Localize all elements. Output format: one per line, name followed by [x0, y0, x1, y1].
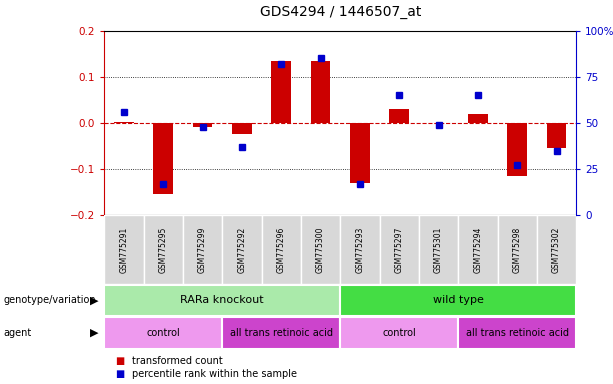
- Text: GSM775294: GSM775294: [473, 227, 482, 273]
- Bar: [547, 123, 566, 148]
- FancyBboxPatch shape: [104, 285, 340, 316]
- Bar: [508, 123, 527, 176]
- Text: percentile rank within the sample: percentile rank within the sample: [132, 369, 297, 379]
- Text: ▶: ▶: [89, 328, 98, 338]
- Text: GSM775295: GSM775295: [159, 227, 168, 273]
- Text: ■: ■: [116, 369, 129, 379]
- Text: all trans retinoic acid: all trans retinoic acid: [230, 328, 333, 338]
- Text: control: control: [147, 328, 180, 338]
- Text: GSM775298: GSM775298: [512, 227, 522, 273]
- Bar: [389, 109, 409, 123]
- FancyBboxPatch shape: [301, 215, 340, 284]
- Text: agent: agent: [3, 328, 31, 338]
- FancyBboxPatch shape: [419, 215, 458, 284]
- Text: all trans retinoic acid: all trans retinoic acid: [466, 328, 569, 338]
- Text: transformed count: transformed count: [132, 356, 223, 366]
- Text: GSM775293: GSM775293: [356, 227, 364, 273]
- FancyBboxPatch shape: [379, 215, 419, 284]
- Text: GSM775299: GSM775299: [198, 227, 207, 273]
- FancyBboxPatch shape: [222, 318, 340, 349]
- Text: GSM775302: GSM775302: [552, 227, 561, 273]
- Bar: [153, 123, 173, 194]
- Text: GSM775292: GSM775292: [237, 227, 246, 273]
- Text: wild type: wild type: [433, 295, 484, 306]
- Bar: [232, 123, 252, 134]
- Text: GDS4294 / 1446507_at: GDS4294 / 1446507_at: [259, 5, 421, 19]
- Text: ▶: ▶: [89, 295, 98, 306]
- Text: GSM775291: GSM775291: [120, 227, 128, 273]
- Text: GSM775297: GSM775297: [395, 227, 404, 273]
- FancyBboxPatch shape: [537, 215, 576, 284]
- FancyBboxPatch shape: [143, 215, 183, 284]
- FancyBboxPatch shape: [340, 318, 458, 349]
- FancyBboxPatch shape: [183, 215, 222, 284]
- Bar: [272, 61, 291, 123]
- FancyBboxPatch shape: [104, 215, 143, 284]
- Text: GSM775300: GSM775300: [316, 226, 325, 273]
- Text: control: control: [383, 328, 416, 338]
- FancyBboxPatch shape: [458, 318, 576, 349]
- FancyBboxPatch shape: [340, 215, 379, 284]
- Text: ■: ■: [116, 356, 129, 366]
- Text: RARa knockout: RARa knockout: [180, 295, 264, 306]
- FancyBboxPatch shape: [104, 318, 222, 349]
- Bar: [192, 123, 212, 127]
- Text: GSM775296: GSM775296: [276, 227, 286, 273]
- Bar: [468, 114, 488, 123]
- Bar: [350, 123, 370, 183]
- Text: GSM775301: GSM775301: [434, 227, 443, 273]
- Bar: [311, 61, 330, 123]
- Text: genotype/variation: genotype/variation: [3, 295, 96, 306]
- FancyBboxPatch shape: [340, 285, 576, 316]
- FancyBboxPatch shape: [458, 215, 498, 284]
- FancyBboxPatch shape: [262, 215, 301, 284]
- FancyBboxPatch shape: [498, 215, 537, 284]
- FancyBboxPatch shape: [222, 215, 262, 284]
- Bar: [114, 122, 134, 123]
